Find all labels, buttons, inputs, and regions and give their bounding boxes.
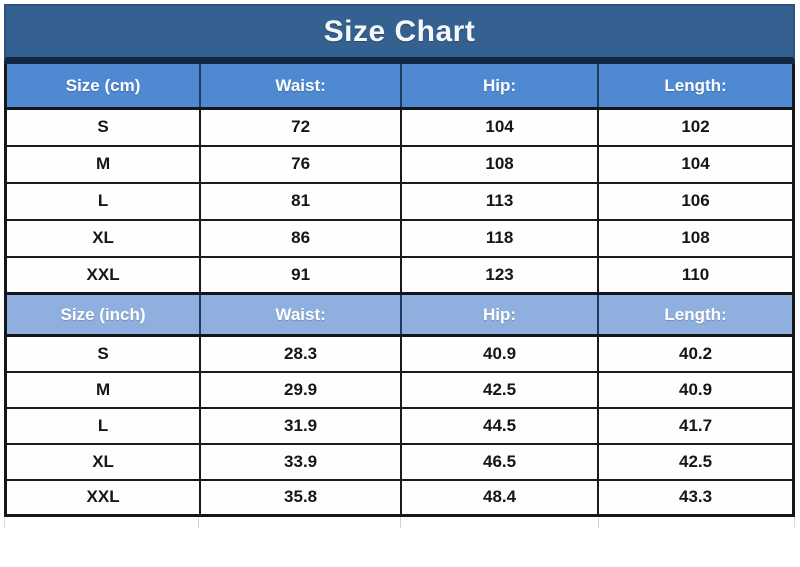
waist-value-cell: 29.9 bbox=[199, 370, 403, 409]
waist-value-cell: 72 bbox=[199, 107, 403, 147]
waist-value-cell: 35.8 bbox=[199, 478, 403, 517]
size-label-cell: M bbox=[4, 370, 202, 409]
table-row-inch-l: L 31.9 44.5 41.7 bbox=[4, 406, 795, 445]
table-row-inch-xxl: XXL 35.8 48.4 43.3 bbox=[4, 478, 795, 517]
length-value-cell: 40.9 bbox=[597, 370, 795, 409]
length-value-cell: 108 bbox=[597, 218, 795, 258]
size-label-cell: L bbox=[4, 406, 202, 445]
hip-value-cell: 40.9 bbox=[400, 334, 600, 373]
table-row-inch-s: S 28.3 40.9 40.2 bbox=[4, 334, 795, 373]
size-label-cell: XL bbox=[4, 218, 202, 258]
column-header-hip-cm: Hip: bbox=[400, 61, 600, 110]
hip-value-cell: 48.4 bbox=[400, 478, 600, 517]
size-label-cell: XL bbox=[4, 442, 202, 481]
length-value-cell: 110 bbox=[597, 255, 795, 295]
column-header-size-cm: Size (cm) bbox=[4, 61, 202, 110]
table-row-cm-xl: XL 86 118 108 bbox=[4, 218, 795, 258]
table-row-cm-s: S 72 104 102 bbox=[4, 107, 795, 147]
waist-value-cell: 28.3 bbox=[199, 334, 403, 373]
length-value-cell: 41.7 bbox=[597, 406, 795, 445]
column-header-waist-inch: Waist: bbox=[199, 292, 403, 337]
size-label-cell: S bbox=[4, 107, 202, 147]
bottom-strip-cell bbox=[4, 517, 200, 528]
length-value-cell: 104 bbox=[597, 144, 795, 184]
table-row-cm-l: L 81 113 106 bbox=[4, 181, 795, 221]
column-header-length-cm: Length: bbox=[597, 61, 795, 110]
table-row-cm-m: M 76 108 104 bbox=[4, 144, 795, 184]
hip-value-cell: 123 bbox=[400, 255, 600, 295]
page-title: Size Chart bbox=[323, 14, 476, 48]
waist-value-cell: 33.9 bbox=[199, 442, 403, 481]
size-label-cell: L bbox=[4, 181, 202, 221]
length-value-cell: 43.3 bbox=[597, 478, 795, 517]
hip-value-cell: 118 bbox=[400, 218, 600, 258]
bottom-strip-cell bbox=[599, 517, 795, 528]
hip-value-cell: 113 bbox=[400, 181, 600, 221]
column-header-hip-inch: Hip: bbox=[400, 292, 600, 337]
table-row-inch-xl: XL 33.9 46.5 42.5 bbox=[4, 442, 795, 481]
waist-value-cell: 31.9 bbox=[199, 406, 403, 445]
cm-header-row: Size (cm) Waist: Hip: Length: bbox=[4, 61, 795, 110]
waist-value-cell: 76 bbox=[199, 144, 403, 184]
length-value-cell: 42.5 bbox=[597, 442, 795, 481]
bottom-crop-strip bbox=[4, 517, 795, 528]
hip-value-cell: 104 bbox=[400, 107, 600, 147]
column-header-waist-cm: Waist: bbox=[199, 61, 403, 110]
waist-value-cell: 91 bbox=[199, 255, 403, 295]
hip-value-cell: 44.5 bbox=[400, 406, 600, 445]
size-label-cell: XXL bbox=[4, 255, 202, 295]
size-label-cell: XXL bbox=[4, 478, 202, 517]
length-value-cell: 106 bbox=[597, 181, 795, 221]
size-table: Size (cm) Waist: Hip: Length: S 72 104 1… bbox=[4, 61, 795, 517]
waist-value-cell: 81 bbox=[199, 181, 403, 221]
length-value-cell: 102 bbox=[597, 107, 795, 147]
waist-value-cell: 86 bbox=[199, 218, 403, 258]
hip-value-cell: 46.5 bbox=[400, 442, 600, 481]
bottom-strip-cell bbox=[199, 517, 402, 528]
hip-value-cell: 108 bbox=[400, 144, 600, 184]
hip-value-cell: 42.5 bbox=[400, 370, 600, 409]
size-label-cell: S bbox=[4, 334, 202, 373]
length-value-cell: 40.2 bbox=[597, 334, 795, 373]
title-bar: Size Chart bbox=[4, 4, 795, 61]
size-label-cell: M bbox=[4, 144, 202, 184]
inch-header-row: Size (inch) Waist: Hip: Length: bbox=[4, 292, 795, 337]
bottom-strip-cell bbox=[401, 517, 599, 528]
table-row-inch-m: M 29.9 42.5 40.9 bbox=[4, 370, 795, 409]
column-header-length-inch: Length: bbox=[597, 292, 795, 337]
table-row-cm-xxl: XXL 91 123 110 bbox=[4, 255, 795, 295]
column-header-size-inch: Size (inch) bbox=[4, 292, 202, 337]
